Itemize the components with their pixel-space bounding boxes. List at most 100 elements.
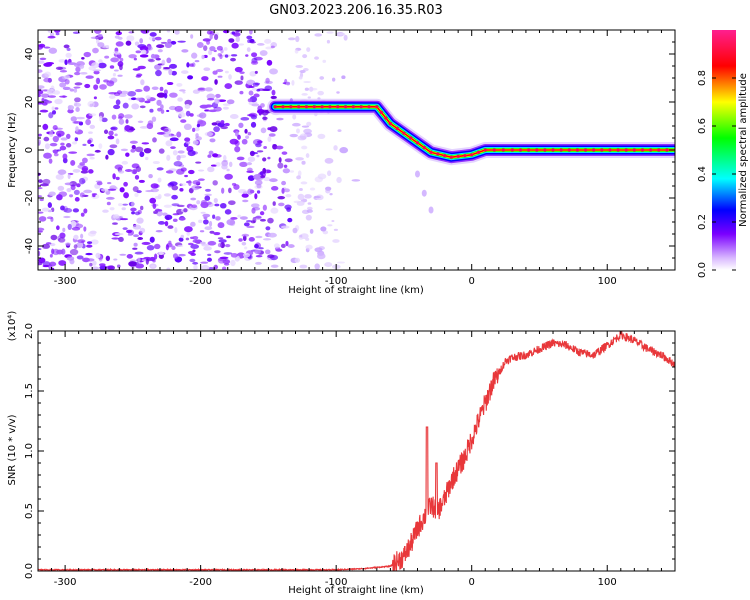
noise-blob bbox=[109, 144, 118, 149]
colorbar-tick-label: 0.0 bbox=[697, 262, 708, 278]
noise-blob bbox=[49, 130, 54, 138]
noise-blob bbox=[157, 49, 163, 53]
noise-blob bbox=[109, 207, 115, 211]
noise-blob bbox=[38, 69, 43, 73]
noise-blob bbox=[67, 173, 71, 180]
ridge-point bbox=[640, 148, 645, 152]
noise-blob bbox=[131, 103, 140, 110]
noise-blob bbox=[149, 256, 156, 261]
noise-blob bbox=[118, 118, 125, 125]
noise-blob bbox=[190, 34, 194, 39]
noise-blob bbox=[185, 110, 191, 117]
noise-blob bbox=[166, 30, 171, 33]
noise-blob bbox=[141, 241, 151, 246]
noise-blob bbox=[301, 160, 306, 165]
noise-blob bbox=[270, 264, 279, 269]
noise-blob bbox=[275, 145, 284, 150]
noise-blob bbox=[163, 128, 169, 132]
noise-blob bbox=[226, 219, 236, 226]
colorbar-gradient bbox=[712, 30, 736, 270]
noise-blob bbox=[148, 173, 153, 179]
noise-blob bbox=[250, 115, 258, 120]
noise-blob bbox=[327, 224, 333, 227]
noise-blob bbox=[38, 94, 41, 98]
noise-blob bbox=[263, 176, 271, 182]
noise-blob bbox=[113, 258, 118, 261]
noise-blob bbox=[199, 230, 205, 233]
noise-blob bbox=[295, 35, 300, 43]
noise-blob bbox=[247, 156, 256, 162]
noise-blob bbox=[270, 207, 279, 214]
noise-blob bbox=[251, 103, 260, 107]
noise-blob bbox=[120, 148, 128, 152]
noise-blob bbox=[204, 188, 211, 192]
noise-blob bbox=[74, 197, 80, 202]
noise-blob bbox=[286, 207, 292, 212]
noise-blob bbox=[59, 82, 67, 88]
noise-blob bbox=[190, 244, 199, 249]
noise-blob bbox=[160, 109, 165, 114]
noise-blob bbox=[146, 245, 155, 251]
noise-blob bbox=[223, 154, 227, 161]
noise-blob bbox=[59, 232, 66, 239]
noise-blob bbox=[58, 59, 66, 63]
noise-blob bbox=[195, 161, 202, 164]
snr-ylabel: SNR (10 * v/v) bbox=[7, 414, 18, 485]
noise-blob bbox=[94, 149, 101, 153]
noise-blob bbox=[150, 183, 159, 189]
ridge-point bbox=[436, 152, 440, 156]
noise-blob bbox=[55, 130, 65, 137]
noise-blob bbox=[314, 263, 320, 270]
noise-blob bbox=[222, 103, 231, 106]
noise-blob bbox=[159, 86, 164, 92]
noise-blob bbox=[213, 198, 218, 204]
noise-blob bbox=[98, 59, 103, 64]
noise-blob bbox=[161, 59, 166, 66]
noise-blob bbox=[72, 168, 81, 173]
noise-blob bbox=[60, 137, 68, 141]
noise-blob bbox=[200, 200, 208, 205]
ridge-point bbox=[470, 153, 474, 157]
noise-blob bbox=[99, 263, 106, 267]
noise-blob bbox=[233, 184, 240, 190]
colorbar-tick-label: 0.8 bbox=[697, 70, 708, 86]
noise-blob bbox=[246, 170, 254, 173]
ridge-point bbox=[429, 150, 433, 154]
noise-blob bbox=[123, 114, 133, 119]
noise-blob bbox=[206, 201, 212, 205]
noise-blob bbox=[60, 142, 65, 146]
noise-blob bbox=[145, 258, 149, 265]
noise-blob bbox=[92, 47, 99, 54]
noise-blob bbox=[270, 95, 277, 100]
noise-blob bbox=[262, 204, 267, 211]
noise-blob bbox=[87, 241, 93, 244]
noise-blob bbox=[301, 145, 308, 150]
noise-blob bbox=[70, 159, 76, 166]
noise-blob bbox=[75, 66, 81, 73]
noise-blob bbox=[127, 90, 137, 97]
noise-blob bbox=[211, 122, 218, 126]
ridge-point bbox=[415, 141, 420, 145]
noise-blob bbox=[190, 221, 196, 227]
noise-blob bbox=[207, 166, 215, 173]
noise-blob bbox=[192, 140, 199, 145]
noise-blob bbox=[213, 33, 219, 41]
noise-blob bbox=[55, 174, 64, 180]
y-tick-label: 2.0 bbox=[24, 323, 35, 339]
noise-blob bbox=[305, 244, 313, 250]
noise-blob bbox=[81, 57, 85, 60]
noise-blob bbox=[202, 213, 211, 218]
noise-blob bbox=[254, 70, 258, 74]
noise-blob bbox=[177, 150, 185, 154]
noise-blob bbox=[273, 243, 280, 249]
y-tick-label: 1.5 bbox=[24, 383, 35, 399]
noise-blob bbox=[79, 162, 85, 166]
x-tick-label: -200 bbox=[189, 276, 212, 287]
noise-blob bbox=[137, 65, 146, 70]
noise-blob bbox=[184, 104, 191, 109]
noise-blob bbox=[174, 105, 183, 112]
noise-blob bbox=[65, 143, 72, 148]
noise-blob bbox=[89, 124, 96, 130]
noise-blob bbox=[132, 224, 142, 230]
noise-blob bbox=[97, 42, 105, 48]
